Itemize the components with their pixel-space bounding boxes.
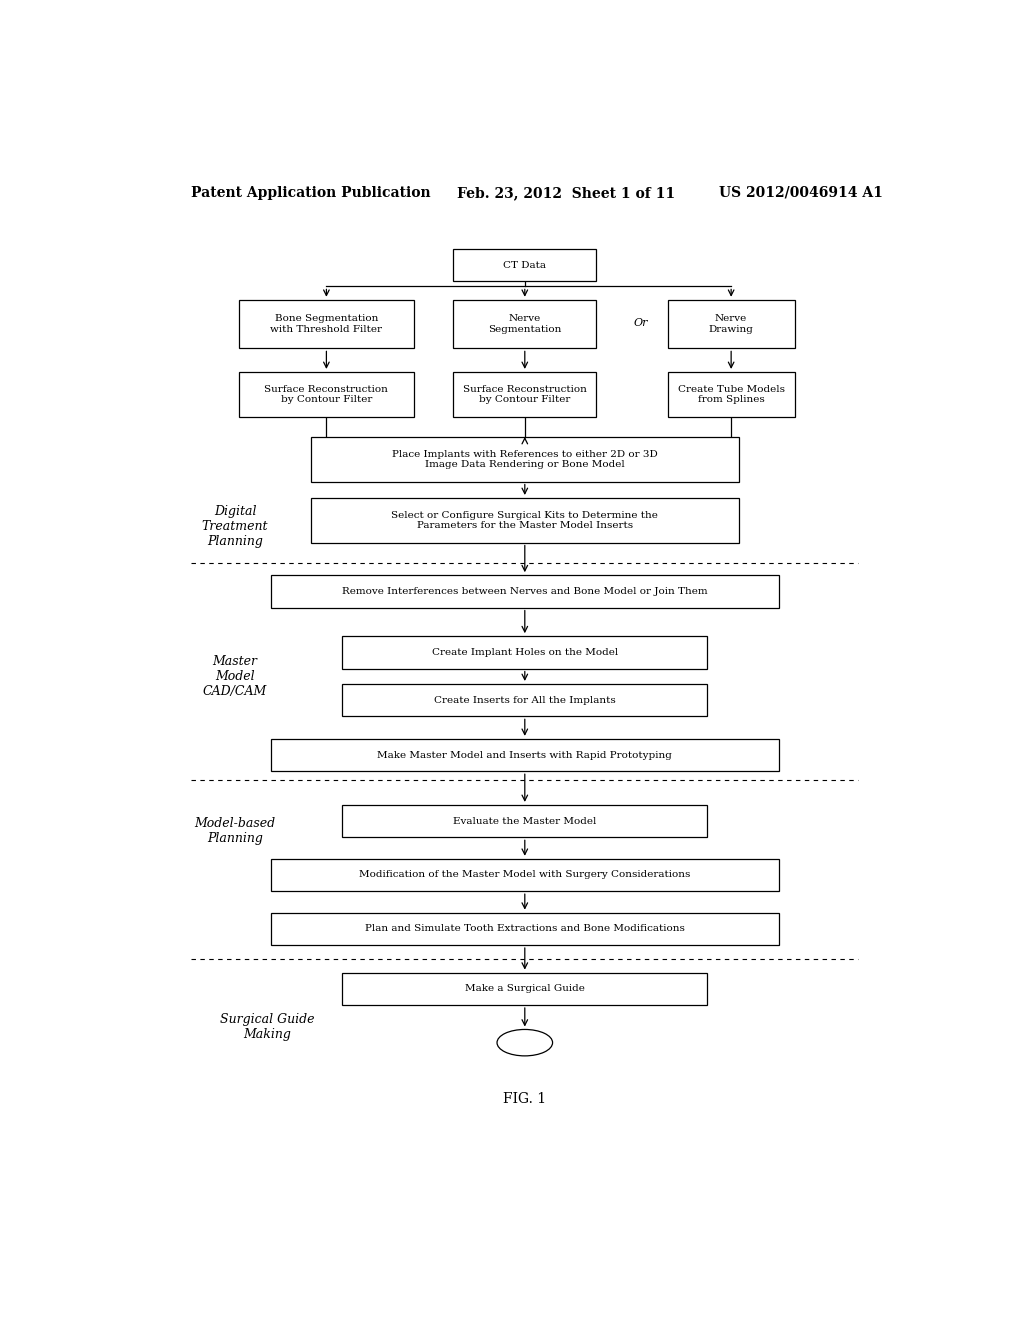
FancyBboxPatch shape	[342, 636, 708, 669]
Text: Remove Interferences between Nerves and Bone Model or Join Them: Remove Interferences between Nerves and …	[342, 587, 708, 595]
Text: Modification of the Master Model with Surgery Considerations: Modification of the Master Model with Su…	[359, 870, 690, 879]
Text: CT Data: CT Data	[504, 260, 546, 269]
FancyBboxPatch shape	[310, 498, 739, 543]
FancyBboxPatch shape	[342, 973, 708, 1005]
Text: Digital
Treatment
Planning: Digital Treatment Planning	[202, 504, 268, 548]
Text: Patent Application Publication: Patent Application Publication	[191, 186, 431, 199]
Text: US 2012/0046914 A1: US 2012/0046914 A1	[719, 186, 883, 199]
FancyBboxPatch shape	[270, 859, 779, 891]
Text: Feb. 23, 2012  Sheet 1 of 11: Feb. 23, 2012 Sheet 1 of 11	[458, 186, 676, 199]
Text: Create Implant Holes on the Model: Create Implant Holes on the Model	[432, 648, 617, 657]
Text: Make a Surgical Guide: Make a Surgical Guide	[465, 985, 585, 993]
FancyBboxPatch shape	[454, 249, 596, 281]
Text: Select or Configure Surgical Kits to Determine the
Parameters for the Master Mod: Select or Configure Surgical Kits to Det…	[391, 511, 658, 529]
Text: Make Master Model and Inserts with Rapid Prototyping: Make Master Model and Inserts with Rapid…	[378, 751, 672, 759]
FancyBboxPatch shape	[270, 739, 779, 771]
FancyBboxPatch shape	[310, 437, 739, 482]
Text: Plan and Simulate Tooth Extractions and Bone Modifications: Plan and Simulate Tooth Extractions and …	[365, 924, 685, 933]
Text: Surgical Guide
Making: Surgical Guide Making	[219, 1014, 314, 1041]
Text: Surface Reconstruction
by Contour Filter: Surface Reconstruction by Contour Filter	[463, 384, 587, 404]
Text: FIG. 1: FIG. 1	[503, 1092, 547, 1106]
Ellipse shape	[497, 1030, 553, 1056]
Text: Create Inserts for All the Implants: Create Inserts for All the Implants	[434, 696, 615, 705]
FancyBboxPatch shape	[270, 576, 779, 607]
FancyBboxPatch shape	[454, 300, 596, 348]
FancyBboxPatch shape	[668, 300, 795, 348]
Text: Evaluate the Master Model: Evaluate the Master Model	[453, 817, 597, 825]
Text: Model-based
Planning: Model-based Planning	[195, 817, 275, 845]
FancyBboxPatch shape	[270, 912, 779, 945]
Text: Master
Model
CAD/CAM: Master Model CAD/CAM	[203, 655, 267, 698]
FancyBboxPatch shape	[342, 684, 708, 717]
Text: Nerve
Drawing: Nerve Drawing	[709, 314, 754, 334]
FancyBboxPatch shape	[668, 372, 795, 417]
FancyBboxPatch shape	[240, 300, 414, 348]
Text: Or: Or	[634, 318, 648, 329]
Text: Bone Segmentation
with Threshold Filter: Bone Segmentation with Threshold Filter	[270, 314, 382, 334]
FancyBboxPatch shape	[240, 372, 414, 417]
Text: Create Tube Models
from Splines: Create Tube Models from Splines	[678, 384, 784, 404]
Text: Nerve
Segmentation: Nerve Segmentation	[488, 314, 561, 334]
Text: Place Implants with References to either 2D or 3D
Image Data Rendering or Bone M: Place Implants with References to either…	[392, 450, 657, 469]
Text: Surface Reconstruction
by Contour Filter: Surface Reconstruction by Contour Filter	[264, 384, 388, 404]
FancyBboxPatch shape	[454, 372, 596, 417]
FancyBboxPatch shape	[342, 805, 708, 837]
